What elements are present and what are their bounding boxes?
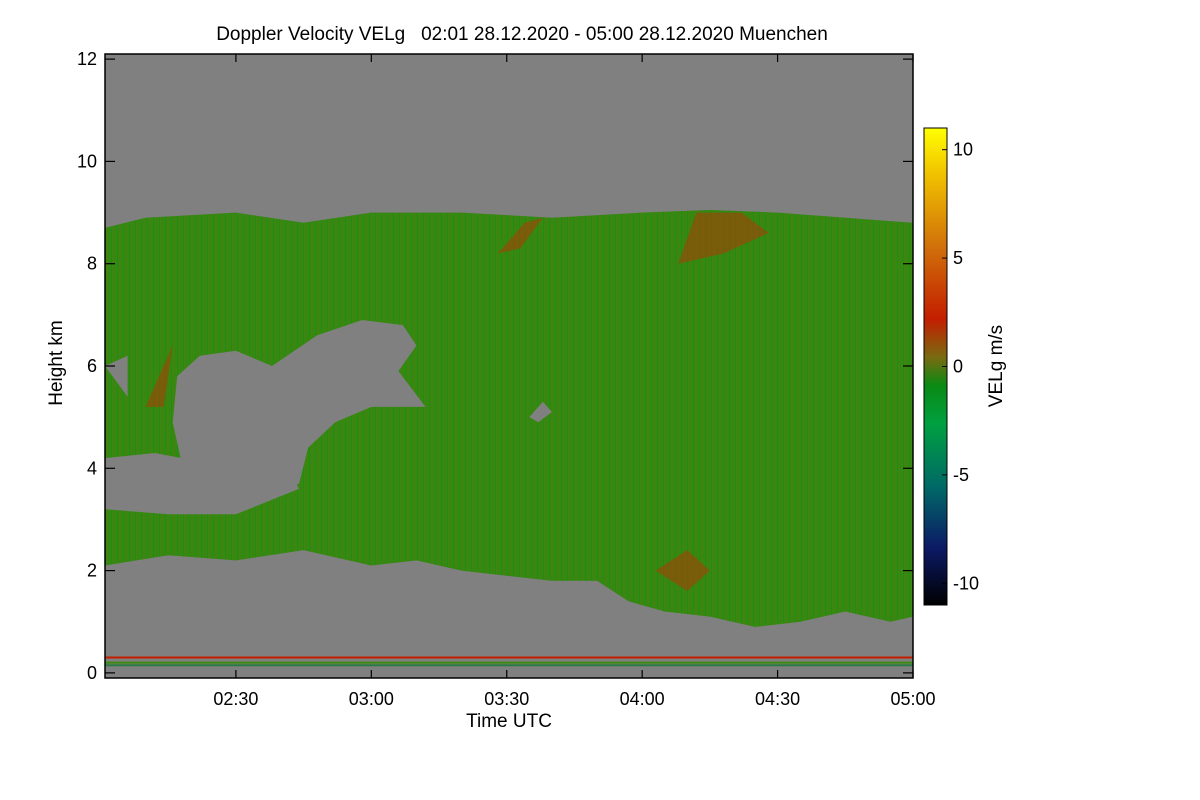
- x-tick-label: 04:30: [755, 689, 800, 709]
- cloud-layer: [105, 210, 913, 627]
- y-tick-label: 6: [87, 356, 97, 376]
- warm-patch: [497, 217, 543, 254]
- x-axis-label: Time UTC: [466, 711, 552, 732]
- x-axis: 02:30 03:00 03:30 04:00 04:30 05:00: [213, 54, 936, 709]
- x-tick-label: 03:00: [349, 689, 394, 709]
- colorbar-tick-label: 0: [953, 357, 963, 377]
- x-tick-label: 04:00: [620, 689, 665, 709]
- colorbar-tick-label: 5: [953, 248, 963, 268]
- clear-sky-gaps: [105, 320, 552, 515]
- y-tick-label: 10: [77, 151, 97, 171]
- surface-clutter-lines: [105, 656, 913, 667]
- colorbar-ticks: -10 -5 0 5 10: [942, 140, 979, 593]
- y-tick-label: 12: [77, 49, 97, 69]
- plot-area: [105, 54, 913, 678]
- warm-patch: [655, 550, 710, 591]
- clear-gap: [105, 453, 300, 515]
- x-tick-label: 05:00: [890, 689, 935, 709]
- positive-velocity-patches: [145, 212, 769, 591]
- cloud-tint-overlay: [105, 210, 913, 627]
- y-tick-label: 4: [87, 458, 97, 478]
- colorbar-tick-label: -5: [953, 465, 969, 485]
- y-tick-label: 2: [87, 561, 97, 581]
- warm-patch: [145, 345, 173, 407]
- colorbar-tick-label: 10: [953, 140, 973, 160]
- clear-gap: [172, 320, 426, 510]
- y-tick-label: 8: [87, 254, 97, 274]
- colorbar-tick-label: -10: [953, 573, 979, 593]
- y-axis: 0 2 4 6 8 10 12: [77, 49, 913, 683]
- warm-patch: [678, 212, 769, 264]
- clear-gap: [529, 401, 552, 423]
- x-tick-label: 03:30: [484, 689, 529, 709]
- chart-title: Doppler Velocity VELg 02:01 28.12.2020 -…: [216, 24, 828, 45]
- colorbar: -10 -5 0 5 10 VELg m/s: [923, 127, 1007, 606]
- y-tick-label: 0: [87, 663, 97, 683]
- colorbar-label: VELg m/s: [986, 325, 1007, 407]
- x-tick-label: 02:30: [213, 689, 258, 709]
- y-axis-label: Height km: [46, 320, 67, 406]
